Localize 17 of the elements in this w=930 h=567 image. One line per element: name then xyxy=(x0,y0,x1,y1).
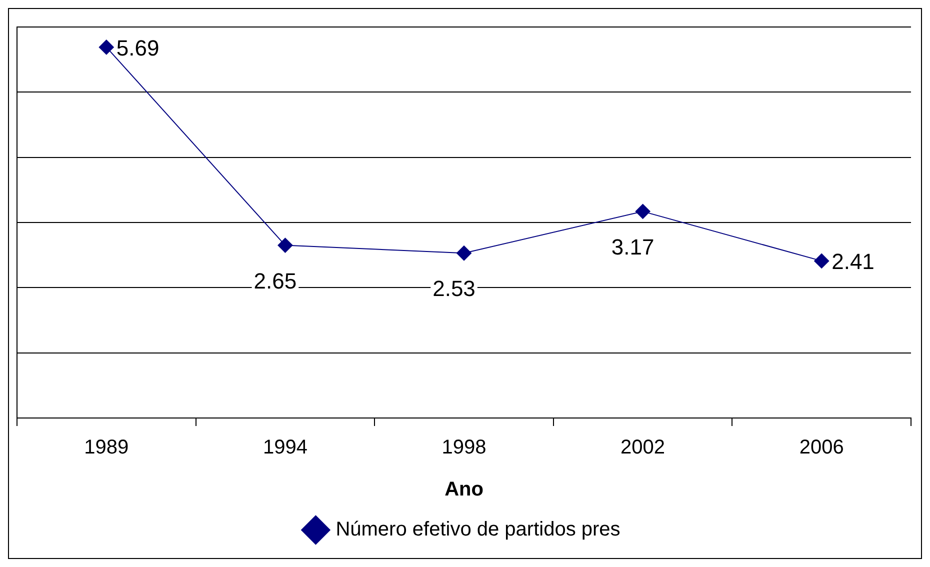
point xyxy=(635,204,650,219)
data-label: 2.53 xyxy=(432,276,476,302)
legend-label: Número efetivo de partidos pres xyxy=(336,518,620,541)
x-tick-label: 2002 xyxy=(620,436,666,459)
point xyxy=(456,246,472,261)
data-label: 2.41 xyxy=(832,249,874,274)
point xyxy=(814,253,830,268)
x-tick-label: 1989 xyxy=(84,436,129,459)
x-tick-label: 1994 xyxy=(262,436,308,459)
x-axis-title: Ano xyxy=(444,478,484,501)
x-tick-label: 1998 xyxy=(442,436,486,459)
point xyxy=(278,238,293,253)
data-label: 2.65 xyxy=(254,268,297,294)
x-tick-label: 2006 xyxy=(799,436,844,459)
point xyxy=(98,40,114,55)
data-label: 3.17 xyxy=(611,234,654,260)
data-label: 5.69 xyxy=(116,35,160,60)
